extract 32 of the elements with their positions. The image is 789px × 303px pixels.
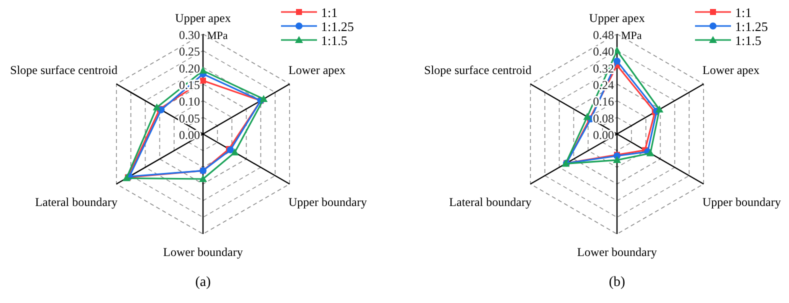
spoke-label: Lateral boundary bbox=[449, 195, 532, 209]
spoke-label: Upper apex bbox=[589, 11, 645, 25]
spoke-label: Upper apex bbox=[175, 11, 231, 25]
y-tick-label: 0.00 bbox=[179, 128, 200, 142]
legend-label: 1:1.25 bbox=[735, 19, 768, 34]
spoke-label: Slope surface centroid bbox=[424, 63, 532, 77]
legend-label: 1:1.25 bbox=[321, 19, 354, 34]
legend-label: 1:1.5 bbox=[735, 33, 762, 48]
spoke-label: Lower boundary bbox=[163, 245, 243, 259]
y-tick-label: 0.20 bbox=[179, 61, 200, 76]
spoke-label: Upper boundary bbox=[288, 195, 367, 209]
legend-label: 1:1.5 bbox=[321, 33, 348, 48]
spoke-label: Lower apex bbox=[288, 63, 346, 77]
y-tick-label: 0.10 bbox=[179, 94, 200, 109]
text: MPa bbox=[621, 30, 642, 42]
y-tick-label: 0.40 bbox=[593, 44, 614, 59]
spoke-label: Lower apex bbox=[702, 63, 760, 77]
legend-label: 1:1 bbox=[321, 5, 338, 20]
y-tick-label: 0.48 bbox=[593, 28, 614, 42]
legend-label: 1:1 bbox=[735, 5, 752, 20]
y-tick-label: 0.25 bbox=[179, 44, 200, 59]
text: (b) bbox=[608, 275, 626, 290]
spoke-label: Slope surface centroid bbox=[10, 63, 118, 77]
text: (a) bbox=[195, 275, 212, 290]
spoke-label: Lower boundary bbox=[577, 245, 657, 259]
spoke-label: Upper boundary bbox=[702, 195, 781, 209]
y-tick-label: 0.00 bbox=[593, 128, 614, 142]
spoke-label: Lateral boundary bbox=[35, 195, 118, 209]
text: MPa bbox=[207, 30, 228, 42]
y-tick-label: 0.30 bbox=[179, 28, 200, 42]
y-tick-label: 0.08 bbox=[593, 111, 614, 126]
y-tick-label: 0.05 bbox=[179, 111, 200, 126]
